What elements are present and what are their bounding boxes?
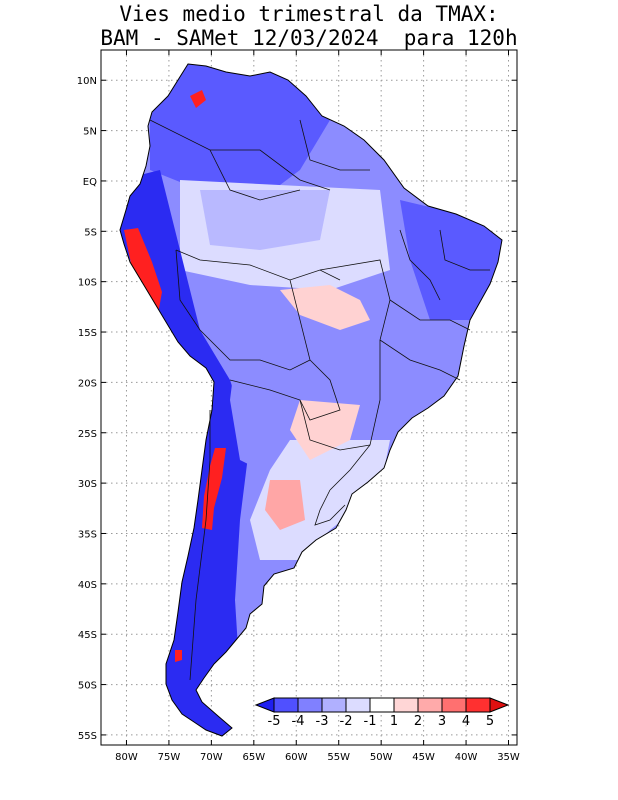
- colorbar-box: [321, 697, 347, 713]
- colorbar-label: 2: [414, 714, 422, 729]
- colorbar-box: [393, 697, 419, 713]
- border-line: [175, 249, 311, 371]
- border-line: [175, 249, 341, 281]
- lon-tick-label: 35W: [497, 752, 520, 763]
- colorbar-box: [465, 697, 491, 713]
- border-line: [329, 399, 381, 491]
- lat-tick-label: 5N: [83, 127, 97, 138]
- map-axes: 80W 75W 70W 65W 60W 55W 50W 45W 40W 35W 10N 5N EQ 5S 1…: [77, 50, 520, 763]
- lat-tick-label: 10N: [77, 76, 97, 87]
- bias-region-south-light: [250, 440, 390, 560]
- colorbar-label: 3: [438, 714, 446, 729]
- colorbar-box: [345, 697, 371, 713]
- lon-tick-label: 75W: [158, 752, 181, 763]
- bias-region-northeast-cool: [400, 200, 502, 330]
- lon-tick-label: 50W: [370, 752, 393, 763]
- lon-tick-label: 40W: [455, 752, 478, 763]
- lat-tick-label: 50S: [78, 681, 97, 692]
- bias-region-warm-argentina: [265, 480, 305, 530]
- lon-tick-label: 65W: [243, 752, 266, 763]
- colorbar-arrow-high: [489, 697, 510, 713]
- bias-region-amazon-light: [200, 190, 330, 250]
- bias-region-hot-chile: [202, 448, 226, 530]
- land-bias-field: [119, 63, 503, 737]
- lat-tick-label: 45S: [78, 630, 97, 641]
- border-line: [299, 359, 341, 421]
- lon-tick-label: 55W: [327, 752, 350, 763]
- border-line: [399, 229, 441, 301]
- lat-tick-label: 15S: [78, 328, 97, 339]
- border-line: [289, 279, 311, 361]
- colorbar-box: [273, 697, 299, 713]
- colorbar-box: [369, 697, 395, 713]
- colorbar-label: -1: [364, 714, 377, 729]
- border-line: [439, 229, 490, 271]
- border-line: [189, 410, 211, 681]
- border-line: [229, 379, 371, 451]
- lon-tick-label: 45W: [412, 752, 435, 763]
- lat-tick-label: 30S: [78, 479, 97, 490]
- bias-region-hot-north: [190, 90, 206, 108]
- border-line: [149, 119, 331, 191]
- colorbar-label: -4: [292, 714, 305, 729]
- colorbar-label: 5: [486, 714, 494, 729]
- colorbar-label: -5: [268, 714, 281, 729]
- lat-tick-label: 10S: [78, 278, 97, 289]
- title-line-1: Vies medio trimestral da TMAX:: [119, 2, 499, 26]
- map-title: Vies medio trimestral da TMAX: BAM - SAM…: [0, 2, 618, 50]
- lat-tick-label: 25S: [78, 429, 97, 440]
- bias-region-warm-center: [280, 285, 370, 330]
- colorbar-label: -2: [340, 714, 353, 729]
- lon-tick-label: 60W: [285, 752, 308, 763]
- colorbar: -5 -4 -3 -2 -1 1 2 3 4 5: [254, 697, 510, 729]
- border-line: [299, 119, 370, 171]
- colorbar-box: [441, 697, 467, 713]
- colorbar-box: [417, 697, 443, 713]
- border-line: [379, 339, 461, 381]
- border-line: [209, 149, 301, 201]
- lat-tick-label: 20S: [78, 378, 97, 389]
- bias-region-andes-mid: [230, 360, 275, 470]
- border-line: [389, 299, 471, 331]
- title-line-2: BAM - SAMet 12/03/2024 para 120h: [100, 26, 518, 50]
- coastline: [119, 63, 503, 737]
- lat-tick-label: 40S: [78, 580, 97, 591]
- bias-region-hot-peru: [124, 228, 162, 314]
- lat-tick-label: 55S: [78, 731, 97, 742]
- lon-tick-label: 80W: [115, 752, 138, 763]
- bias-region-andes-cool: [120, 170, 250, 736]
- lon-tick-label: 70W: [200, 752, 223, 763]
- colorbar-box: [297, 697, 323, 713]
- colorbar-labels: -5 -4 -3 -2 -1 1 2 3 4 5: [268, 714, 495, 729]
- lat-tick-label: EQ: [83, 177, 97, 188]
- lat-tick-label: 5S: [84, 227, 97, 238]
- colorbar-label: 4: [462, 714, 470, 729]
- colorbar-label: 1: [390, 714, 398, 729]
- colorbar-boxes: [254, 697, 510, 713]
- country-borders: [149, 119, 490, 681]
- colorbar-label: -3: [316, 714, 329, 729]
- lat-tick-label: 35S: [78, 529, 97, 540]
- bias-region-hot-patagonia: [175, 650, 182, 662]
- border-line: [314, 489, 346, 526]
